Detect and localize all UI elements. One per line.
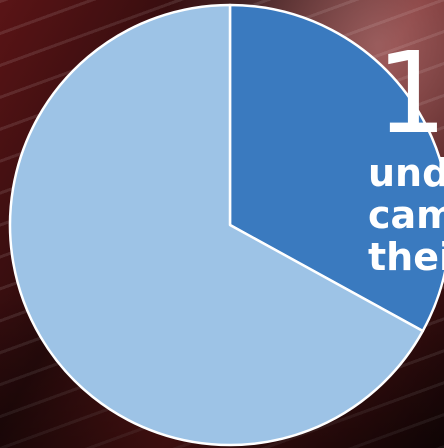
pie-slice-2 — [8, 3, 425, 447]
callout-text: 1 und cam thei — [368, 38, 444, 318]
caption-line: thei — [368, 235, 444, 279]
caption-line: cam — [368, 193, 444, 237]
pie-slice-1 — [228, 3, 444, 333]
caption-line: und — [368, 151, 444, 195]
callout-caption: und cam thei — [368, 152, 444, 278]
callout-number: 1 — [376, 38, 444, 159]
